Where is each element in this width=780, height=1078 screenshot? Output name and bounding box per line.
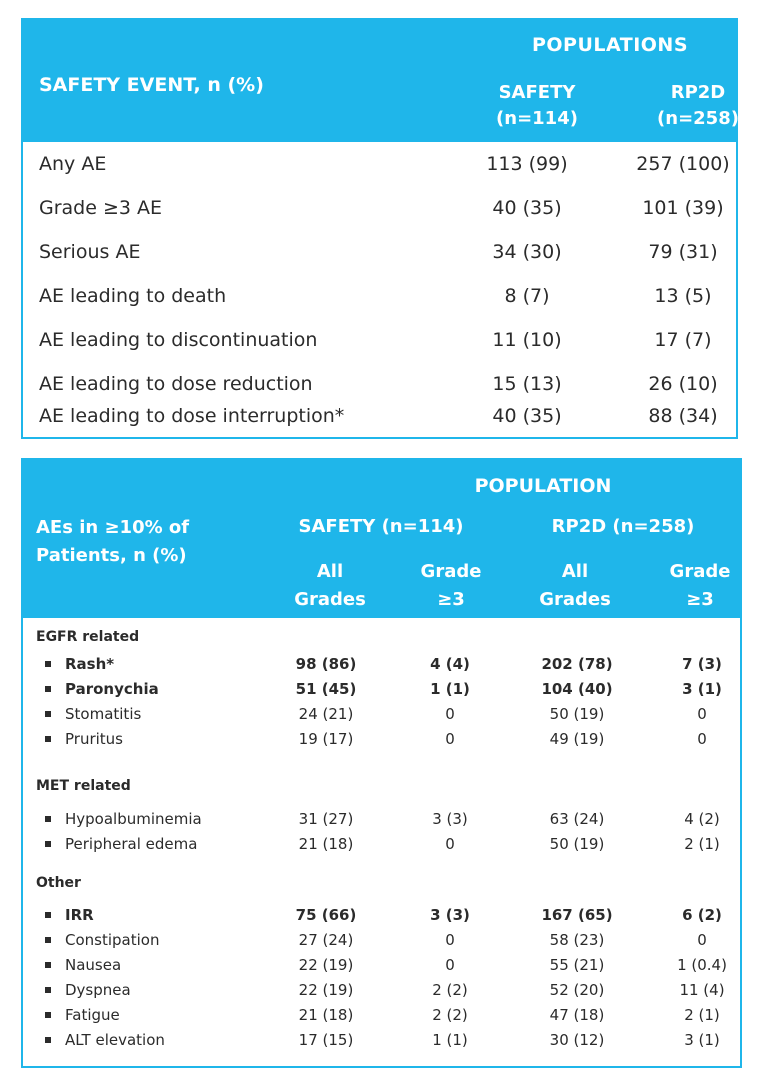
table-row: Peripheral edema 21 (18) 0 50 (19) 2 (1) bbox=[23, 832, 740, 856]
bullet-icon bbox=[45, 1037, 51, 1043]
table-row: IRR 75 (66) 3 (3) 167 (65) 6 (2) bbox=[23, 903, 740, 927]
safety-event-heading: SAFETY EVENT, n (%) bbox=[39, 74, 264, 96]
bullet-icon bbox=[45, 937, 51, 943]
bullet-icon bbox=[45, 661, 51, 667]
section-met-related: MET related bbox=[36, 778, 131, 794]
table-row: AE leading to dose interruption* 40 (35)… bbox=[39, 405, 718, 427]
section-egfr-related: EGFR related bbox=[36, 629, 140, 645]
bullet-icon bbox=[45, 987, 51, 993]
bullet-icon bbox=[45, 962, 51, 968]
safety-events-table: POPULATIONS SAFETY EVENT, n (%) SAFETY (… bbox=[21, 18, 739, 439]
bullet-icon bbox=[45, 711, 51, 717]
safety-column-header: SAFETY (n=114) bbox=[496, 82, 578, 129]
table-row: ALT elevation 17 (15) 1 (1) 30 (12) 3 (1… bbox=[23, 1028, 740, 1052]
bullet-icon bbox=[45, 912, 51, 918]
table-row: Rash* 98 (86) 4 (4) 202 (78) 7 (3) bbox=[23, 652, 740, 676]
section-other: Other bbox=[36, 875, 81, 891]
table-row: AE leading to death 8 (7) 13 (5) bbox=[39, 285, 712, 307]
population-heading: POPULATION bbox=[474, 475, 612, 497]
rp2d-column-header: RP2D (n=258) bbox=[657, 82, 739, 129]
table-row: Nausea 22 (19) 0 55 (21) 1 (0.4) bbox=[23, 953, 740, 977]
table-row: AE leading to dose reduction 15 (13) 26 … bbox=[39, 373, 718, 395]
table-row: Fatigue 21 (18) 2 (2) 47 (18) 2 (1) bbox=[23, 1003, 740, 1027]
table-row: Dyspnea 22 (19) 2 (2) 52 (20) 11 (4) bbox=[23, 978, 740, 1002]
bullet-icon bbox=[45, 1012, 51, 1018]
rp2d-all-grades-header: All Grades bbox=[539, 561, 611, 610]
bullet-icon bbox=[45, 686, 51, 692]
table-row: Constipation 27 (24) 0 58 (23) 0 bbox=[23, 928, 740, 952]
safety-all-grades-header: All Grades bbox=[294, 561, 366, 610]
table-row: Grade ≥3 AE 40 (35) 101 (39) bbox=[39, 197, 724, 219]
rp2d-grade3-header: Grade ≥3 bbox=[669, 561, 731, 610]
safety-group-header: SAFETY (n=114) bbox=[298, 516, 464, 537]
bullet-icon bbox=[45, 841, 51, 847]
safety-events-header: POPULATIONS SAFETY EVENT, n (%) SAFETY (… bbox=[23, 18, 739, 142]
table-row: Serious AE 34 (30) 79 (31) bbox=[39, 241, 718, 263]
rp2d-group-header: RP2D (n=258) bbox=[551, 516, 695, 537]
adverse-events-header: POPULATION AEs in ≥10% of Patients, n (%… bbox=[23, 458, 740, 618]
populations-heading: POPULATIONS bbox=[531, 34, 689, 56]
bullet-icon bbox=[45, 816, 51, 822]
table-row: Hypoalbuminemia 31 (27) 3 (3) 63 (24) 4 … bbox=[23, 807, 740, 831]
table-row: Paronychia 51 (45) 1 (1) 104 (40) 3 (1) bbox=[23, 677, 740, 701]
bullet-icon bbox=[45, 736, 51, 742]
table-row: Any AE 113 (99) 257 (100) bbox=[39, 153, 730, 175]
table-row: Stomatitis 24 (21) 0 50 (19) 0 bbox=[23, 702, 740, 726]
safety-grade3-header: Grade ≥3 bbox=[420, 561, 482, 610]
table-row: Pruritus 19 (17) 0 49 (19) 0 bbox=[23, 727, 740, 751]
ae-heading: AEs in ≥10% of Patients, n (%) bbox=[36, 517, 190, 566]
adverse-events-table: POPULATION AEs in ≥10% of Patients, n (%… bbox=[21, 458, 742, 1068]
table-row: AE leading to discontinuation 11 (10) 17… bbox=[39, 329, 712, 351]
